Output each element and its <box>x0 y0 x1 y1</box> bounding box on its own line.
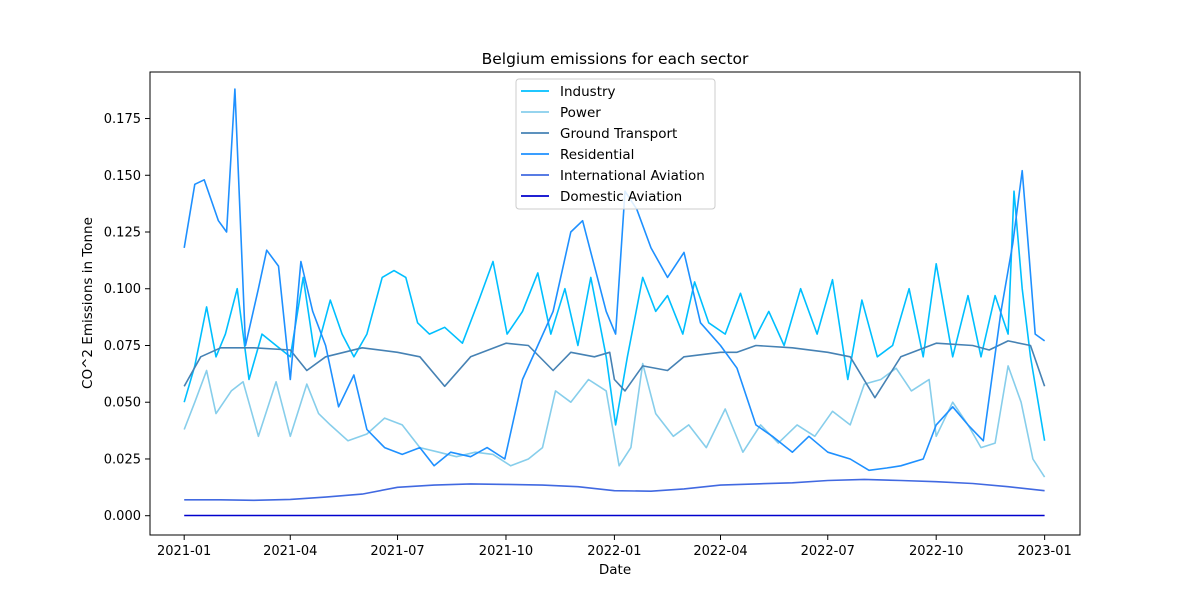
x-tick-label: 2021-10 <box>479 544 533 559</box>
y-tick-label: 0.125 <box>104 226 141 241</box>
y-tick-label: 0.075 <box>104 339 141 354</box>
y-tick-label: 0.150 <box>104 169 141 184</box>
legend-box <box>515 78 716 210</box>
x-tick-label: 2021-04 <box>263 544 317 559</box>
legend-label: Domestic Aviation <box>560 189 682 205</box>
legend-label: Ground Transport <box>560 126 677 142</box>
legend: Industry Power Ground Transport Residential… <box>515 78 716 210</box>
y-tick-label: 0.100 <box>104 282 141 297</box>
series-line-international-aviation <box>184 478 1045 502</box>
y-axis: 0.000 0.025 0.050 0.075 0.100 0.125 0.150 0.175 <box>104 112 150 524</box>
x-tick-label: 2022-04 <box>693 544 747 559</box>
legend-label: Power <box>560 105 601 121</box>
plot-lines <box>183 88 1046 517</box>
legend-label: International Aviation <box>560 168 705 184</box>
series-line-industry <box>183 190 1046 441</box>
series-line-ground-transport <box>183 340 1046 399</box>
legend-label: Industry <box>560 84 616 100</box>
y-tick-label: 0.000 <box>104 509 141 524</box>
y-axis-label: CO^2 Emissions in Tonne <box>80 217 96 389</box>
chart-title: Belgium emissions for each sector <box>482 50 749 68</box>
x-tick-label: 2021-07 <box>370 544 424 559</box>
x-axis-label: Date <box>599 562 631 578</box>
legend-label: Residential <box>560 147 634 163</box>
series-line-power <box>183 362 1046 478</box>
x-axis: 2021-01 2021-04 2021-07 2021-10 2022-01 2022-… <box>157 535 1072 559</box>
x-tick-label: 2022-10 <box>909 544 963 559</box>
x-tick-label: 2023-01 <box>1017 544 1071 559</box>
y-tick-label: 0.050 <box>104 396 141 411</box>
y-tick-label: 0.175 <box>104 112 141 127</box>
y-tick-label: 0.025 <box>104 452 141 467</box>
x-tick-label: 2022-01 <box>587 544 641 559</box>
x-tick-label: 2021-01 <box>157 544 211 559</box>
series-line-residential <box>183 88 1046 472</box>
plot-frame <box>149 71 1081 536</box>
x-tick-label: 2022-07 <box>801 544 855 559</box>
